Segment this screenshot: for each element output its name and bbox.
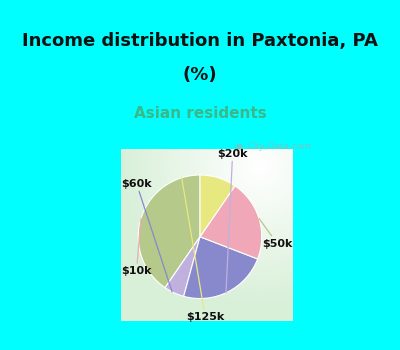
Text: ●: ● — [234, 142, 243, 152]
Text: $125k: $125k — [182, 178, 224, 322]
Text: (%): (%) — [183, 66, 217, 84]
Text: Asian residents: Asian residents — [134, 106, 266, 121]
Wedge shape — [165, 237, 200, 296]
Text: $20k: $20k — [217, 148, 248, 293]
Text: $60k: $60k — [121, 178, 172, 292]
Text: $50k: $50k — [259, 218, 292, 248]
Text: $10k: $10k — [121, 218, 152, 276]
Wedge shape — [200, 175, 235, 237]
Wedge shape — [184, 237, 258, 299]
Wedge shape — [138, 175, 200, 288]
Text: City-Data.com: City-Data.com — [247, 142, 311, 151]
Text: Income distribution in Paxtonia, PA: Income distribution in Paxtonia, PA — [22, 32, 378, 50]
Wedge shape — [200, 186, 262, 259]
